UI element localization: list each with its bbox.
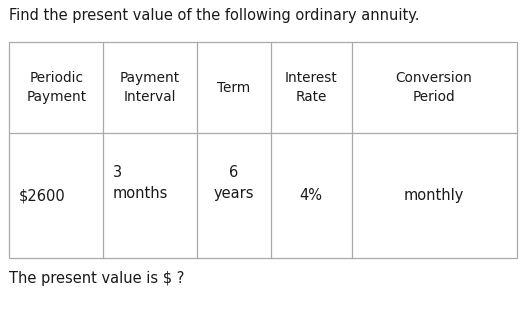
Text: Conversion
Period: Conversion Period xyxy=(396,71,472,104)
Text: Payment
Interval: Payment Interval xyxy=(120,71,180,104)
Text: Periodic
Payment: Periodic Payment xyxy=(26,71,86,104)
Text: Term: Term xyxy=(217,81,250,95)
Text: The present value is $ ?: The present value is $ ? xyxy=(9,271,185,286)
Text: Interest
Rate: Interest Rate xyxy=(285,71,338,104)
Text: 3
months: 3 months xyxy=(113,165,168,201)
Text: monthly: monthly xyxy=(404,188,464,203)
Bar xyxy=(9,42,517,258)
Text: Find the present value of the following ordinary annuity.: Find the present value of the following … xyxy=(9,8,420,23)
Text: $2600: $2600 xyxy=(19,188,66,203)
Text: 4%: 4% xyxy=(300,188,322,203)
Text: 6
years: 6 years xyxy=(214,165,254,201)
